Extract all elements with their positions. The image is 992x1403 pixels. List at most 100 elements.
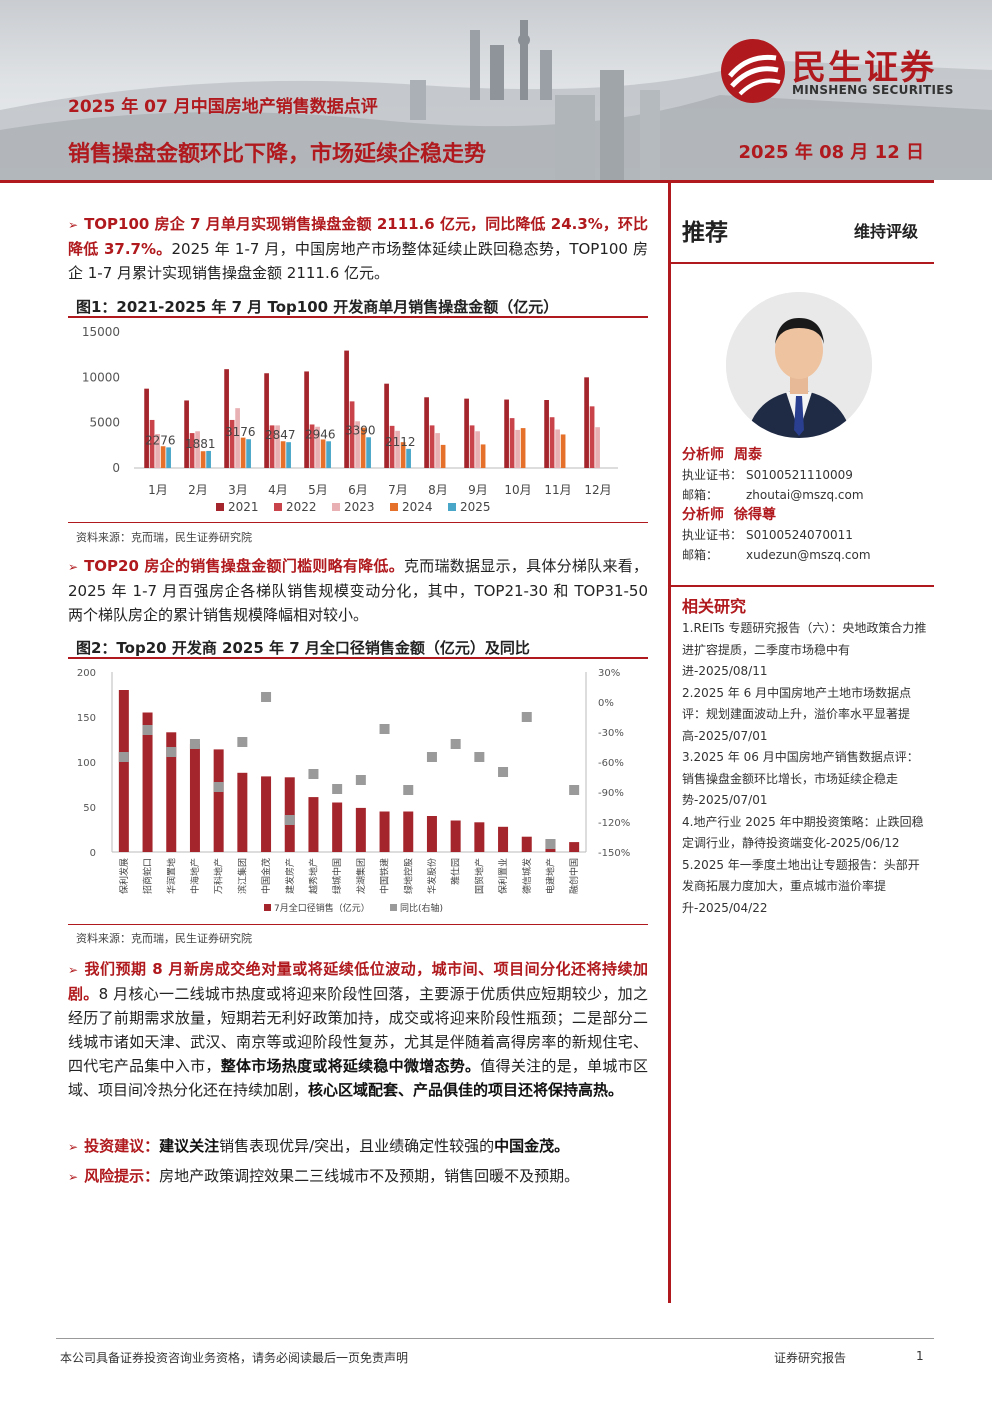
bar-2022 <box>389 425 395 468</box>
bar-2024 <box>320 439 326 468</box>
point-yoy <box>308 769 319 779</box>
x-tick-label: 2月 <box>188 483 208 497</box>
y-tick-label: 100 <box>77 758 96 769</box>
related-item[interactable]: 3.2025 年 06 月中国房地产销售数据点评：销售操盘金额环比增长，市场延续… <box>682 750 919 807</box>
x-tick-label: 保利发展 <box>118 858 130 894</box>
bar-2024 <box>360 427 366 468</box>
analyst-photo <box>726 292 872 438</box>
threshold-highlight: TOP20 房企的销售操盘金额门槛则略有降低。 <box>84 557 404 575</box>
x-tick-label: 10月 <box>504 483 531 497</box>
analyst2-name: 徐得尊 <box>734 507 776 523</box>
figure1-top-rule <box>68 316 648 318</box>
bar-2021 <box>144 388 149 468</box>
point-yoy <box>545 839 556 849</box>
bar-sales <box>213 749 224 852</box>
bar-2024 <box>200 451 206 468</box>
analyst1-header: 分析师 周泰 <box>682 444 762 464</box>
y-tick-label: 0 <box>90 848 96 859</box>
analyst2-email-label: 邮箱： <box>682 548 719 562</box>
x-tick-label: 7月 <box>388 483 408 497</box>
bar-2023 <box>475 431 480 468</box>
y-tick-label: 150 <box>77 713 96 724</box>
y2-tick-label: 0% <box>598 698 614 709</box>
summary-highlight: TOP100 房企 7 月单月实现销售操盘金额 2111.6 亿元，同比降低 2… <box>68 215 648 258</box>
bar-2022 <box>309 424 315 468</box>
point-yoy <box>379 724 390 734</box>
point-yoy <box>498 767 509 777</box>
bar-2021 <box>184 400 189 468</box>
legend-label: 2025 <box>460 500 491 514</box>
sidebar-rule-top <box>671 262 934 264</box>
x-tick-label: 5月 <box>308 483 328 497</box>
bar-2021 <box>464 398 469 468</box>
bar-sales <box>261 776 272 852</box>
point-yoy <box>450 739 461 749</box>
paragraph-top20-threshold: ➢ TOP20 房企的销售操盘金额门槛则略有降低。克而瑞数据显示，具体分梯队来看，… <box>68 554 648 627</box>
bar-2022 <box>189 433 195 468</box>
legend-swatch <box>390 503 398 511</box>
analyst1-email[interactable]: zhoutai@mszq.com <box>746 488 864 502</box>
analyst1-email-row: 邮箱： zhoutai@mszq.com <box>682 486 864 503</box>
legend-swatch <box>390 904 397 911</box>
outlook-text-1: 8 月核心一二线城市热度或将迎来阶段性回落，主要源于优质供应短期较少，加之经历了… <box>68 985 648 1075</box>
x-tick-label: 滨江集团 <box>236 858 248 894</box>
bullet-arrow-icon: ➢ <box>68 1140 79 1154</box>
y-tick-label: 10000 <box>82 370 120 384</box>
x-tick-label: 3月 <box>228 483 248 497</box>
recommend-label: 推荐 <box>682 220 728 246</box>
x-tick-label: 融创中国 <box>568 858 580 894</box>
bar-sales <box>379 811 390 852</box>
related-item[interactable]: 5.2025 年一季度土地出让专题报告：头部开发商拓展力度加大，重点城市溢价率提… <box>682 857 920 915</box>
bar-2022 <box>549 417 555 468</box>
analyst2-email[interactable]: xudezun@mszq.com <box>746 548 871 562</box>
related-item[interactable]: 2.2025 年 6 月中国房地产土地市场数据点评：规划建面波动上升，溢价率水平… <box>682 685 912 743</box>
bar-2021 <box>584 377 589 468</box>
sidebar-rule-related <box>671 585 934 587</box>
bar-2024 <box>480 444 486 468</box>
related-item[interactable]: 1.REITs 专题研究报告（六）：央地政策合力推进扩容提质，二季度市场稳中有进… <box>682 621 927 678</box>
legend-label: 同比(右轴) <box>400 902 443 914</box>
bar-sales <box>332 802 343 852</box>
point-yoy <box>569 785 580 795</box>
x-tick-label: 8月 <box>428 483 448 497</box>
figure2-chart: 0 50 100 150 200 -150% -120% -90% -60% -30% 0% 30% 保… <box>77 668 630 914</box>
bar-sales <box>355 807 366 852</box>
bar-2023 <box>595 427 600 468</box>
footer-divider <box>56 1338 934 1339</box>
outlook-text-2: 值得关注的是，单城市区域、项目间冷热分化还在持续加剧， <box>68 1057 648 1099</box>
bar-2023 <box>515 429 520 468</box>
point-yoy <box>474 752 485 762</box>
bar-2024 <box>400 442 406 468</box>
data-label: 1881 <box>185 437 216 451</box>
legend-label: 2023 <box>344 500 375 514</box>
bar-sales <box>308 797 319 852</box>
legend-swatch <box>274 503 282 511</box>
data-label: 2946 <box>305 427 336 441</box>
bar-2025 <box>326 441 331 468</box>
bar-2024 <box>280 441 286 468</box>
report-title: 销售操盘金额环比下降，市场延续企稳走势 <box>68 142 487 167</box>
advice-bold: 建议关注 <box>159 1137 220 1155</box>
x-tick-label: 9月 <box>468 483 488 497</box>
y-tick-label: 200 <box>77 668 96 679</box>
x-tick-label: 保利置业 <box>497 858 509 894</box>
analyst-portrait-icon <box>726 292 872 438</box>
page-number: 1 <box>916 1349 924 1363</box>
figure1-chart: 0 5000 10000 15000 1月 2276 2月 1881 3月 3176 4月 2847 5… <box>82 325 618 514</box>
analyst1-cert-label: 执业证书： <box>682 468 743 482</box>
analyst2-email-row: 邮箱： xudezun@mszq.com <box>682 546 871 563</box>
analyst2-cert-label: 执业证书： <box>682 528 743 542</box>
threshold-text: 克而瑞数据显示，具体分梯队来看，2025 年 1-7 月百强房企各梯队销售规模变… <box>68 557 648 624</box>
x-tick-label: 华润置地 <box>165 858 177 894</box>
footer-disclaimer: 本公司具备证券投资咨询业务资格，请务必阅读最后一页免责声明 <box>60 1351 409 1365</box>
logo-mark-icon <box>721 39 785 103</box>
bar-2025 <box>286 442 291 468</box>
x-tick-label: 建发房产 <box>284 858 296 894</box>
analyst1-cert: S0100521110009 <box>746 468 853 482</box>
paragraph-risk: ➢ 风险提示：房地产政策调控效果二三线城市不及预期，销售回暖不及预期。 <box>68 1164 648 1189</box>
bar-sales <box>426 816 437 852</box>
related-item[interactable]: 4.地产行业 2025 年中期投资策略：止跌回稳定调行业，静待投资端变化-202… <box>682 814 924 851</box>
figure2-title: 图2：Top20 开发商 2025 年 7 月全口径销售金额（亿元）及同比 <box>76 639 530 657</box>
x-tick-label: 万科地产 <box>213 858 225 894</box>
bar-2021 <box>224 369 229 468</box>
